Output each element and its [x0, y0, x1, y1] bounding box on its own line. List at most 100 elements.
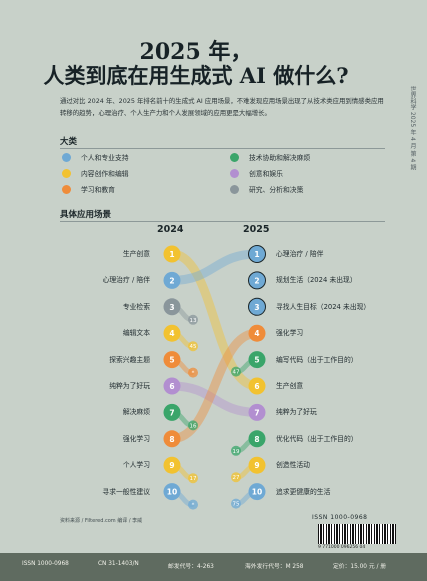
rank-number: 10 [167, 488, 177, 497]
drop-badge-label: 13 [190, 318, 197, 324]
category-label: 创意和娱乐 [249, 170, 283, 178]
issn-above-barcode: ISSN 1000-0968 [312, 514, 368, 521]
category-dot [62, 184, 71, 194]
scene-label-2025: 规划生活（2024 未出现） [276, 276, 357, 285]
scene-label-2025: 生产创意 [276, 382, 304, 390]
rank-number: 8 [169, 435, 174, 444]
rank-node [248, 483, 266, 501]
rank-number: 5 [254, 356, 259, 365]
footer-postal: 邮发代号：4-263 [168, 564, 214, 570]
rank-number: 1 [254, 250, 259, 259]
drop-badge-label: 45 [190, 344, 197, 350]
rank-number: 3 [169, 303, 174, 312]
scene-label-2024: 个人学习 [122, 461, 150, 470]
scene-label-2024: 心理治疗 / 陪伴 [102, 276, 150, 285]
barcode-number: 9 771000 096256 04 [318, 545, 366, 550]
scene-label-2024: 寻求一般性建议 [102, 487, 150, 496]
category-item: 技术协助和解决麻烦 [230, 152, 310, 162]
rank-link [167, 249, 262, 285]
rank-node [248, 430, 266, 448]
scene-label-2025: 心理治疗 / 陪伴 [276, 250, 324, 258]
footer-overseas: 海外发行代号：M 258 [245, 564, 304, 570]
scene-label-2025: 纯粹为了好玩 [276, 408, 317, 417]
rank-number: 10 [252, 488, 262, 497]
rank-node [163, 351, 181, 369]
drop-badge-label: * [192, 371, 195, 377]
category-dot [230, 168, 239, 178]
intro-paragraph: 通过对比 2024 年、2025 年排名前十的生成式 AI 应用场景，不难发现应… [60, 97, 384, 117]
rank-node [163, 403, 181, 421]
rank-node [163, 377, 181, 395]
rank-number: 7 [254, 408, 259, 417]
rank-node [248, 403, 266, 421]
category-label: 学习和教育 [81, 186, 115, 194]
category-dot [62, 168, 71, 178]
rise-badge [231, 366, 241, 377]
rank-number: 7 [169, 408, 174, 417]
footer-bar: ISSN 1000-0968 CN 31-1403/N 邮发代号：4-263 海… [0, 553, 427, 581]
categories-rule [60, 148, 385, 149]
category-item: 个人和专业支持 [62, 152, 129, 162]
rise-badge [231, 445, 241, 456]
scene-label-2025: 强化学习 [276, 329, 304, 338]
drop-badge-label: 17 [190, 476, 197, 482]
scene-label-2025: 追求更健康的生活 [276, 487, 331, 496]
source-credit: 资料来源 / Filtered.com 编译 / 李威 [60, 518, 143, 524]
drop-badge [188, 473, 198, 484]
scene-label-2025: 编写代码（出于工作目的） [276, 355, 358, 364]
side-issue-info: 世界科学 2025 年 4 月 第 4 期 [409, 86, 416, 171]
scene-label-2024: 强化学习 [122, 434, 150, 443]
rank-node [248, 351, 266, 369]
rank-number: 2 [169, 276, 174, 285]
scene-label-2024: 解决麻烦 [122, 408, 150, 417]
cover-title-line1: 2025 年， [139, 39, 253, 65]
category-item: 创意和娱乐 [230, 168, 283, 178]
rank-number: 2 [254, 276, 259, 285]
rank-number: 9 [254, 461, 259, 470]
category-label: 个人和专业支持 [81, 154, 129, 162]
category-item: 内容创作和编辑 [62, 168, 129, 178]
category-dot [230, 184, 239, 194]
rank-link [167, 249, 262, 391]
rank-number: 3 [254, 303, 259, 312]
rank-number: 1 [169, 250, 174, 259]
rank-node [248, 324, 266, 342]
rank-node [163, 271, 181, 289]
rank-node [163, 483, 181, 501]
rise-badge-label: 75 [233, 502, 240, 508]
rise-badge-label: 19 [233, 449, 240, 455]
rank-node [248, 297, 266, 316]
scenes-heading: 具体应用场景 [60, 210, 112, 220]
drop-badge [188, 367, 198, 378]
rank-link [167, 328, 262, 444]
scenes-rule [60, 221, 385, 222]
category-label: 内容创作和编辑 [81, 170, 129, 178]
category-item: 研究、分析和决策 [230, 184, 303, 194]
year-2024: 2024 [157, 224, 184, 235]
scene-label-2025: 优化代码（出于工作目的） [276, 434, 358, 443]
rise-badge [231, 472, 241, 483]
rank-number: 8 [254, 435, 259, 444]
rank-node [248, 245, 266, 263]
drop-badge [188, 314, 198, 325]
footer-cn: CN 31-1403/N [98, 561, 139, 567]
rank-node [163, 298, 181, 316]
drop-badge-label: 16 [190, 423, 197, 429]
rank-number: 9 [169, 461, 174, 470]
footer-issn: ISSN 1000-0968 [22, 561, 69, 567]
scene-label-2024: 纯粹为了好玩 [109, 382, 150, 390]
rank-number: 6 [254, 382, 259, 391]
rank-node [163, 430, 181, 448]
rank-node [248, 377, 266, 395]
rise-badge-label: 47 [233, 370, 240, 376]
rise-badge [231, 498, 241, 509]
scene-label-2025: 寻找人生目标（2024 未出现） [276, 302, 371, 311]
categories-heading: 大类 [60, 137, 78, 147]
rank-node [163, 245, 181, 263]
scene-label-2025: 创造性活动 [276, 461, 310, 470]
scene-label-2024: 专业检索 [122, 302, 150, 311]
rank-node [248, 456, 266, 474]
rise-badge-label: 27 [233, 475, 240, 481]
category-item: 学习和教育 [62, 184, 115, 194]
